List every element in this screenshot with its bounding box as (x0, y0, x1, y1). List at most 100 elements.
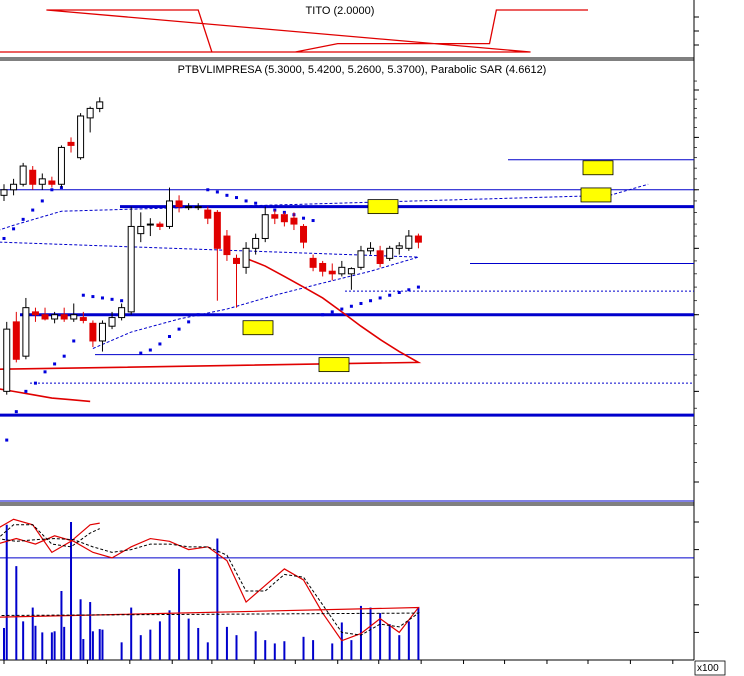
candle-down (12, 321, 20, 360)
sar-dot (81, 293, 85, 297)
sar-dot (72, 339, 76, 343)
moving-average-line (0, 257, 422, 403)
candle-down (89, 322, 97, 342)
candle-up (98, 322, 106, 342)
candle-up (261, 214, 269, 239)
candle-down (29, 169, 37, 185)
candle-up (22, 307, 30, 357)
candle-down (376, 250, 384, 264)
candle-up (357, 250, 365, 268)
candle-up (185, 206, 193, 209)
sar-dot (388, 293, 392, 297)
sar-dot (24, 389, 28, 393)
sar-dot (167, 334, 171, 338)
sar-dot (2, 236, 6, 240)
sar-dot (244, 199, 248, 203)
sar-dot (50, 188, 54, 192)
trendline-group (0, 183, 649, 349)
candle-up (165, 200, 173, 227)
candle-up (386, 247, 394, 259)
sar-dot (206, 188, 210, 192)
candle-up (194, 206, 202, 209)
candle-down (414, 235, 422, 243)
sar-dot (359, 301, 363, 305)
candle-down (309, 257, 317, 268)
sar-dot (139, 351, 143, 355)
sar-dot (187, 320, 191, 324)
candle-up (51, 314, 59, 320)
candle-up (127, 225, 135, 313)
sar-dot (177, 327, 181, 331)
candle-up (118, 307, 126, 319)
level-label-box (318, 357, 350, 373)
candle-up (38, 178, 46, 185)
candle-down (300, 225, 308, 243)
candle-up (367, 247, 375, 252)
moving-average-group (0, 257, 422, 403)
sar-dot (225, 193, 229, 197)
candle-up (3, 328, 11, 392)
candle-down (290, 217, 298, 225)
candle-up (10, 183, 18, 191)
candle-down (156, 223, 164, 227)
sar-dot (215, 190, 219, 194)
level-label-box (242, 320, 274, 336)
candle-up (252, 237, 260, 249)
indicator-group (0, 9, 588, 53)
candle-up (96, 101, 104, 109)
sar-dot (254, 201, 258, 205)
sar-dot (53, 362, 57, 366)
sar-dot (62, 354, 66, 358)
sar-dot (302, 216, 306, 220)
level-labels (242, 160, 614, 373)
sar-dot (158, 342, 162, 346)
sar-dot (407, 288, 411, 292)
indicator-title: TITO (2.0000) (306, 5, 375, 17)
candle-up (137, 225, 145, 235)
candle-down (48, 180, 56, 185)
sar-dot (349, 304, 353, 308)
candle-down (328, 270, 336, 275)
candle-up (70, 314, 78, 320)
volume-unit-label: x100 (697, 663, 719, 674)
sar-dot (330, 310, 334, 314)
candle-down (67, 141, 75, 146)
candle-down (271, 214, 279, 219)
sar-dot (100, 296, 104, 300)
sar-dot (321, 313, 325, 317)
sar-dot (110, 297, 114, 301)
candle-up (19, 165, 27, 185)
candlestick-group (0, 97, 422, 395)
level-label-box (582, 160, 614, 176)
candle-up (395, 245, 403, 249)
sar-dot (5, 438, 9, 442)
sar-dot (31, 208, 35, 212)
sar-dot (33, 381, 37, 385)
candle-down (31, 311, 39, 316)
volume-oscillator-fast (0, 518, 420, 642)
sar-dot (43, 370, 47, 374)
candle-up (108, 317, 116, 327)
volume-unit-box (694, 660, 726, 676)
candle-down (233, 257, 241, 264)
level-label-box (367, 199, 399, 215)
candle-up (77, 115, 85, 159)
level-label-box (580, 187, 612, 203)
sar-dot (12, 227, 16, 231)
candle-up (86, 107, 94, 119)
axis-ticks (3, 16, 699, 664)
sar-dot (397, 290, 401, 294)
sar-dot (14, 410, 18, 414)
sar-dot (91, 295, 95, 299)
candle-up (347, 268, 355, 275)
candle-down (41, 314, 49, 320)
sar-dot (148, 348, 152, 352)
candle-up (405, 235, 413, 249)
candle-down (175, 200, 183, 208)
sar-dot (40, 199, 44, 203)
sar-dot (21, 217, 25, 221)
candle-down (319, 262, 327, 272)
candle-down (213, 211, 221, 249)
